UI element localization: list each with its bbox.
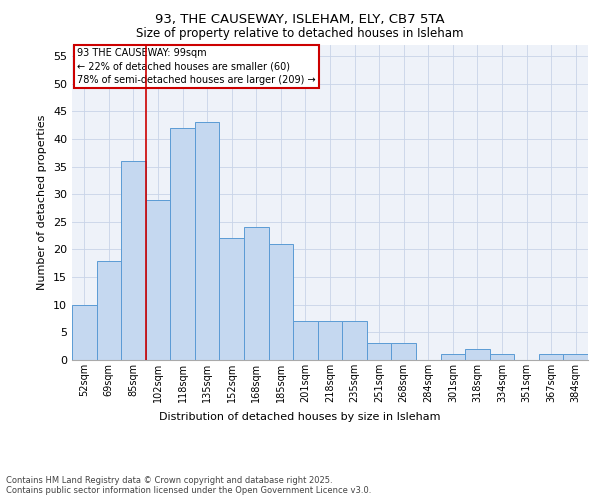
Bar: [97, 260, 121, 360]
Text: Distribution of detached houses by size in Isleham: Distribution of detached houses by size …: [159, 412, 441, 422]
Text: 93 THE CAUSEWAY: 99sqm
← 22% of detached houses are smaller (60)
78% of semi-det: 93 THE CAUSEWAY: 99sqm ← 22% of detached…: [77, 48, 316, 84]
Bar: [244, 228, 269, 360]
Bar: [367, 344, 391, 360]
Text: Size of property relative to detached houses in Isleham: Size of property relative to detached ho…: [136, 28, 464, 40]
Bar: [220, 238, 244, 360]
Bar: [121, 161, 146, 360]
Text: 93, THE CAUSEWAY, ISLEHAM, ELY, CB7 5TA: 93, THE CAUSEWAY, ISLEHAM, ELY, CB7 5TA: [155, 12, 445, 26]
Bar: [440, 354, 465, 360]
Bar: [170, 128, 195, 360]
Bar: [465, 349, 490, 360]
Bar: [72, 304, 97, 360]
Bar: [391, 344, 416, 360]
Bar: [342, 322, 367, 360]
Bar: [539, 354, 563, 360]
Text: Contains HM Land Registry data © Crown copyright and database right 2025.
Contai: Contains HM Land Registry data © Crown c…: [6, 476, 371, 495]
Bar: [195, 122, 220, 360]
Bar: [563, 354, 588, 360]
Bar: [293, 322, 318, 360]
Y-axis label: Number of detached properties: Number of detached properties: [37, 115, 47, 290]
Bar: [490, 354, 514, 360]
Bar: [318, 322, 342, 360]
Bar: [146, 200, 170, 360]
Bar: [269, 244, 293, 360]
